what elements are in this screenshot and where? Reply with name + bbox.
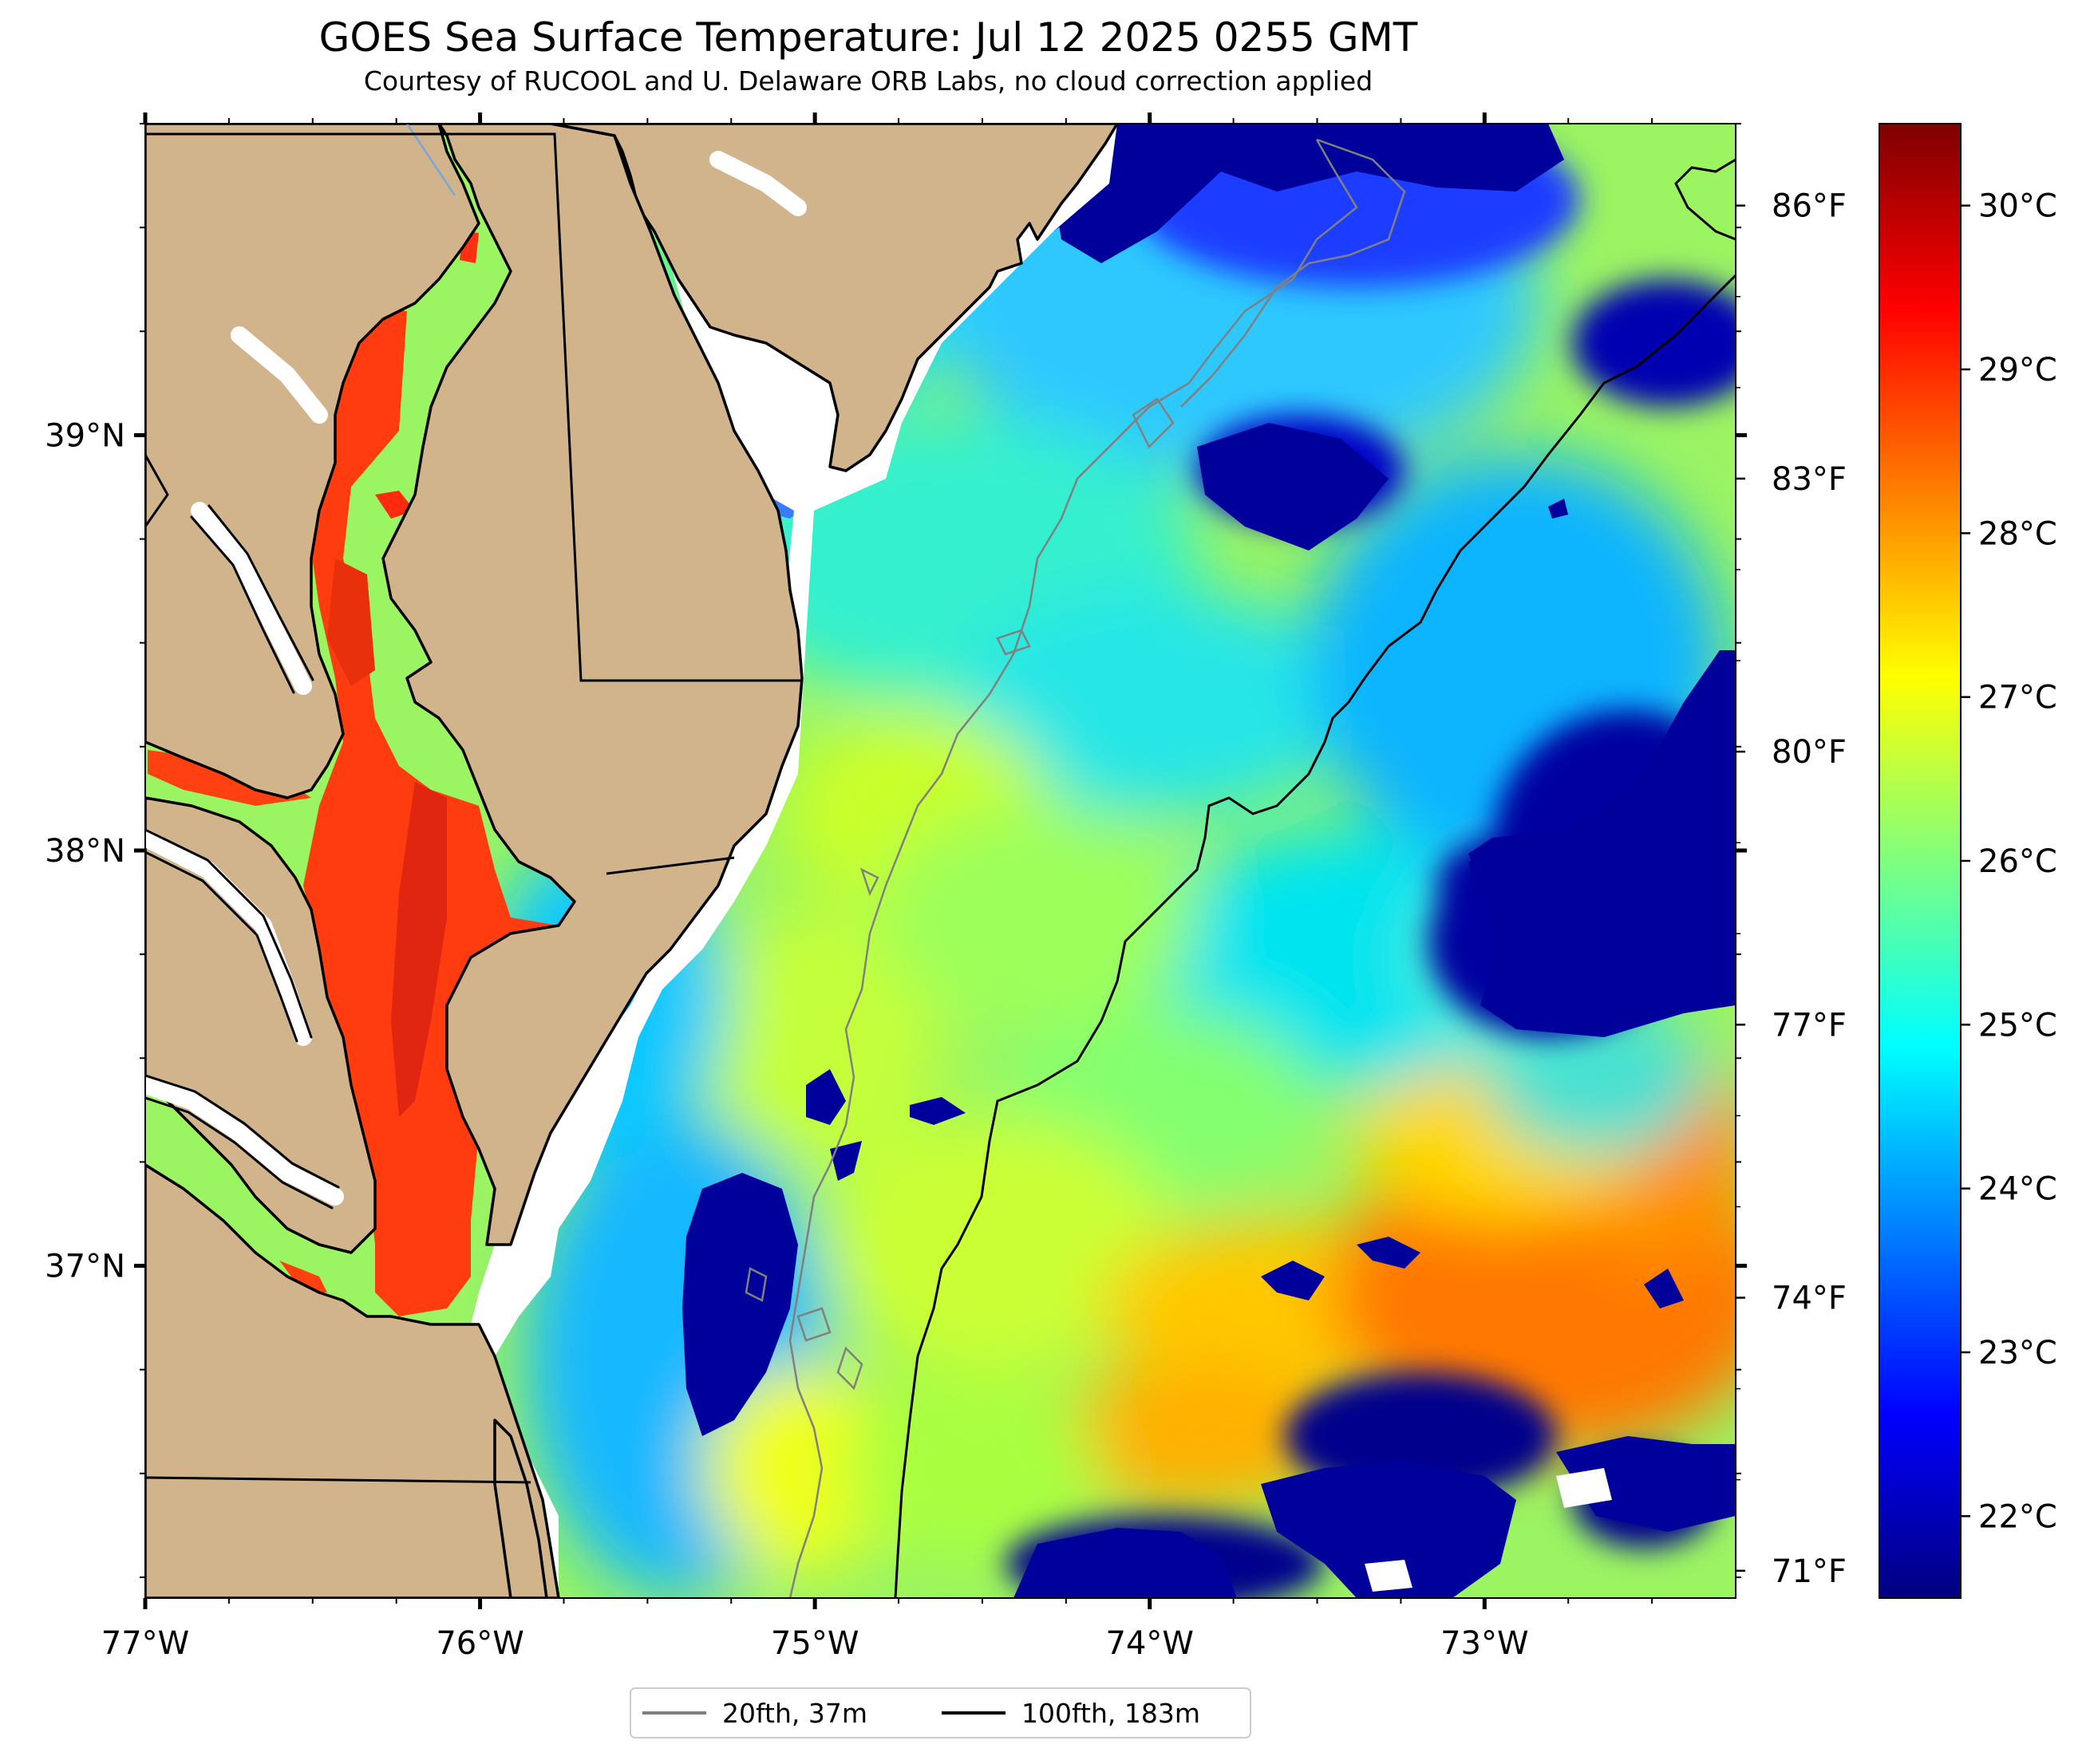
fahrenheit-tick-label: 80°F (1772, 734, 1847, 771)
contour-legend: 20fth, 37m 100fth, 183m (630, 1687, 1251, 1738)
fahrenheit-tick-label: 74°F (1772, 1281, 1847, 1317)
x-tick-label: 77°W (101, 1625, 189, 1662)
map-frame (144, 123, 1736, 1599)
fahrenheit-tick-label: 86°F (1772, 188, 1847, 225)
colorbar: 22°C 23°C 24°C 25°C 26°C 27°C 28°C 29°C 30°C 71°… (1736, 123, 2057, 1599)
western-shore-land (145, 124, 480, 799)
fahrenheit-tick-label: 71°F (1772, 1553, 1847, 1590)
delmarva-land (381, 124, 804, 1246)
contour-100fth-north (1674, 158, 1736, 241)
x-tick-label: 76°W (436, 1625, 523, 1662)
y-tick-label: 37°N (45, 1249, 125, 1285)
sst-field (487, 124, 1736, 1598)
map-title: GOES Sea Surface Temperature: Jul 12 202… (318, 14, 1418, 61)
river-line (405, 124, 456, 196)
map-subtitle: Courtesy of RUCOOL and U. Delaware ORB L… (363, 65, 1373, 97)
new-jersey-land (549, 124, 1119, 472)
celsius-tick-label: 30°C (1978, 188, 2057, 225)
celsius-tick-label: 26°C (1978, 843, 2057, 880)
outer-banks-land (493, 1419, 548, 1598)
y-tick-label: 38°N (45, 833, 125, 870)
legend-box (630, 1687, 1251, 1738)
legend-label-20fth: 20fth, 37m (722, 1698, 867, 1729)
northern-neck-land (145, 796, 377, 1254)
x-tick-label: 73°W (1440, 1625, 1528, 1662)
celsius-tick-label: 29°C (1978, 352, 2057, 389)
celsius-tick-label: 24°C (1978, 1171, 2057, 1208)
land (145, 124, 1119, 1598)
lower-virginia-land (145, 1163, 560, 1598)
celsius-tick-label: 23°C (1978, 1335, 2057, 1371)
x-axis: 77°W 76°W 75°W 74°W 73°W (101, 112, 1653, 1662)
contour-100fth (894, 274, 1736, 1598)
fahrenheit-ticks: 71°F 74°F 77°F 80°F 83°F 86°F (1736, 188, 1847, 1590)
river-outlines (145, 504, 340, 1210)
celsius-tick-label: 27°C (1978, 680, 2057, 716)
legend-label-100fth: 100fth, 183m (1021, 1698, 1200, 1729)
y-tick-label: 39°N (45, 417, 125, 454)
contour-20fth (745, 138, 1406, 1598)
colorbar-gradient (1879, 123, 1962, 1599)
y-axis: 39°N 38°N 37°N (45, 123, 1747, 1578)
x-tick-label: 74°W (1106, 1625, 1194, 1662)
state-borders (145, 132, 802, 1484)
celsius-tick-label: 25°C (1978, 1007, 2057, 1044)
map-panel (145, 124, 1736, 1598)
celsius-tick-label: 22°C (1978, 1498, 2057, 1535)
celsius-ticks: 22°C 23°C 24°C 25°C 26°C 27°C 28°C 29°C 30°C (1961, 188, 2057, 1535)
celsius-tick-label: 28°C (1978, 515, 2057, 552)
x-tick-label: 75°W (771, 1625, 859, 1662)
fahrenheit-tick-label: 83°F (1772, 461, 1847, 498)
fahrenheit-tick-label: 77°F (1772, 1007, 1847, 1044)
rivers (145, 151, 807, 1206)
